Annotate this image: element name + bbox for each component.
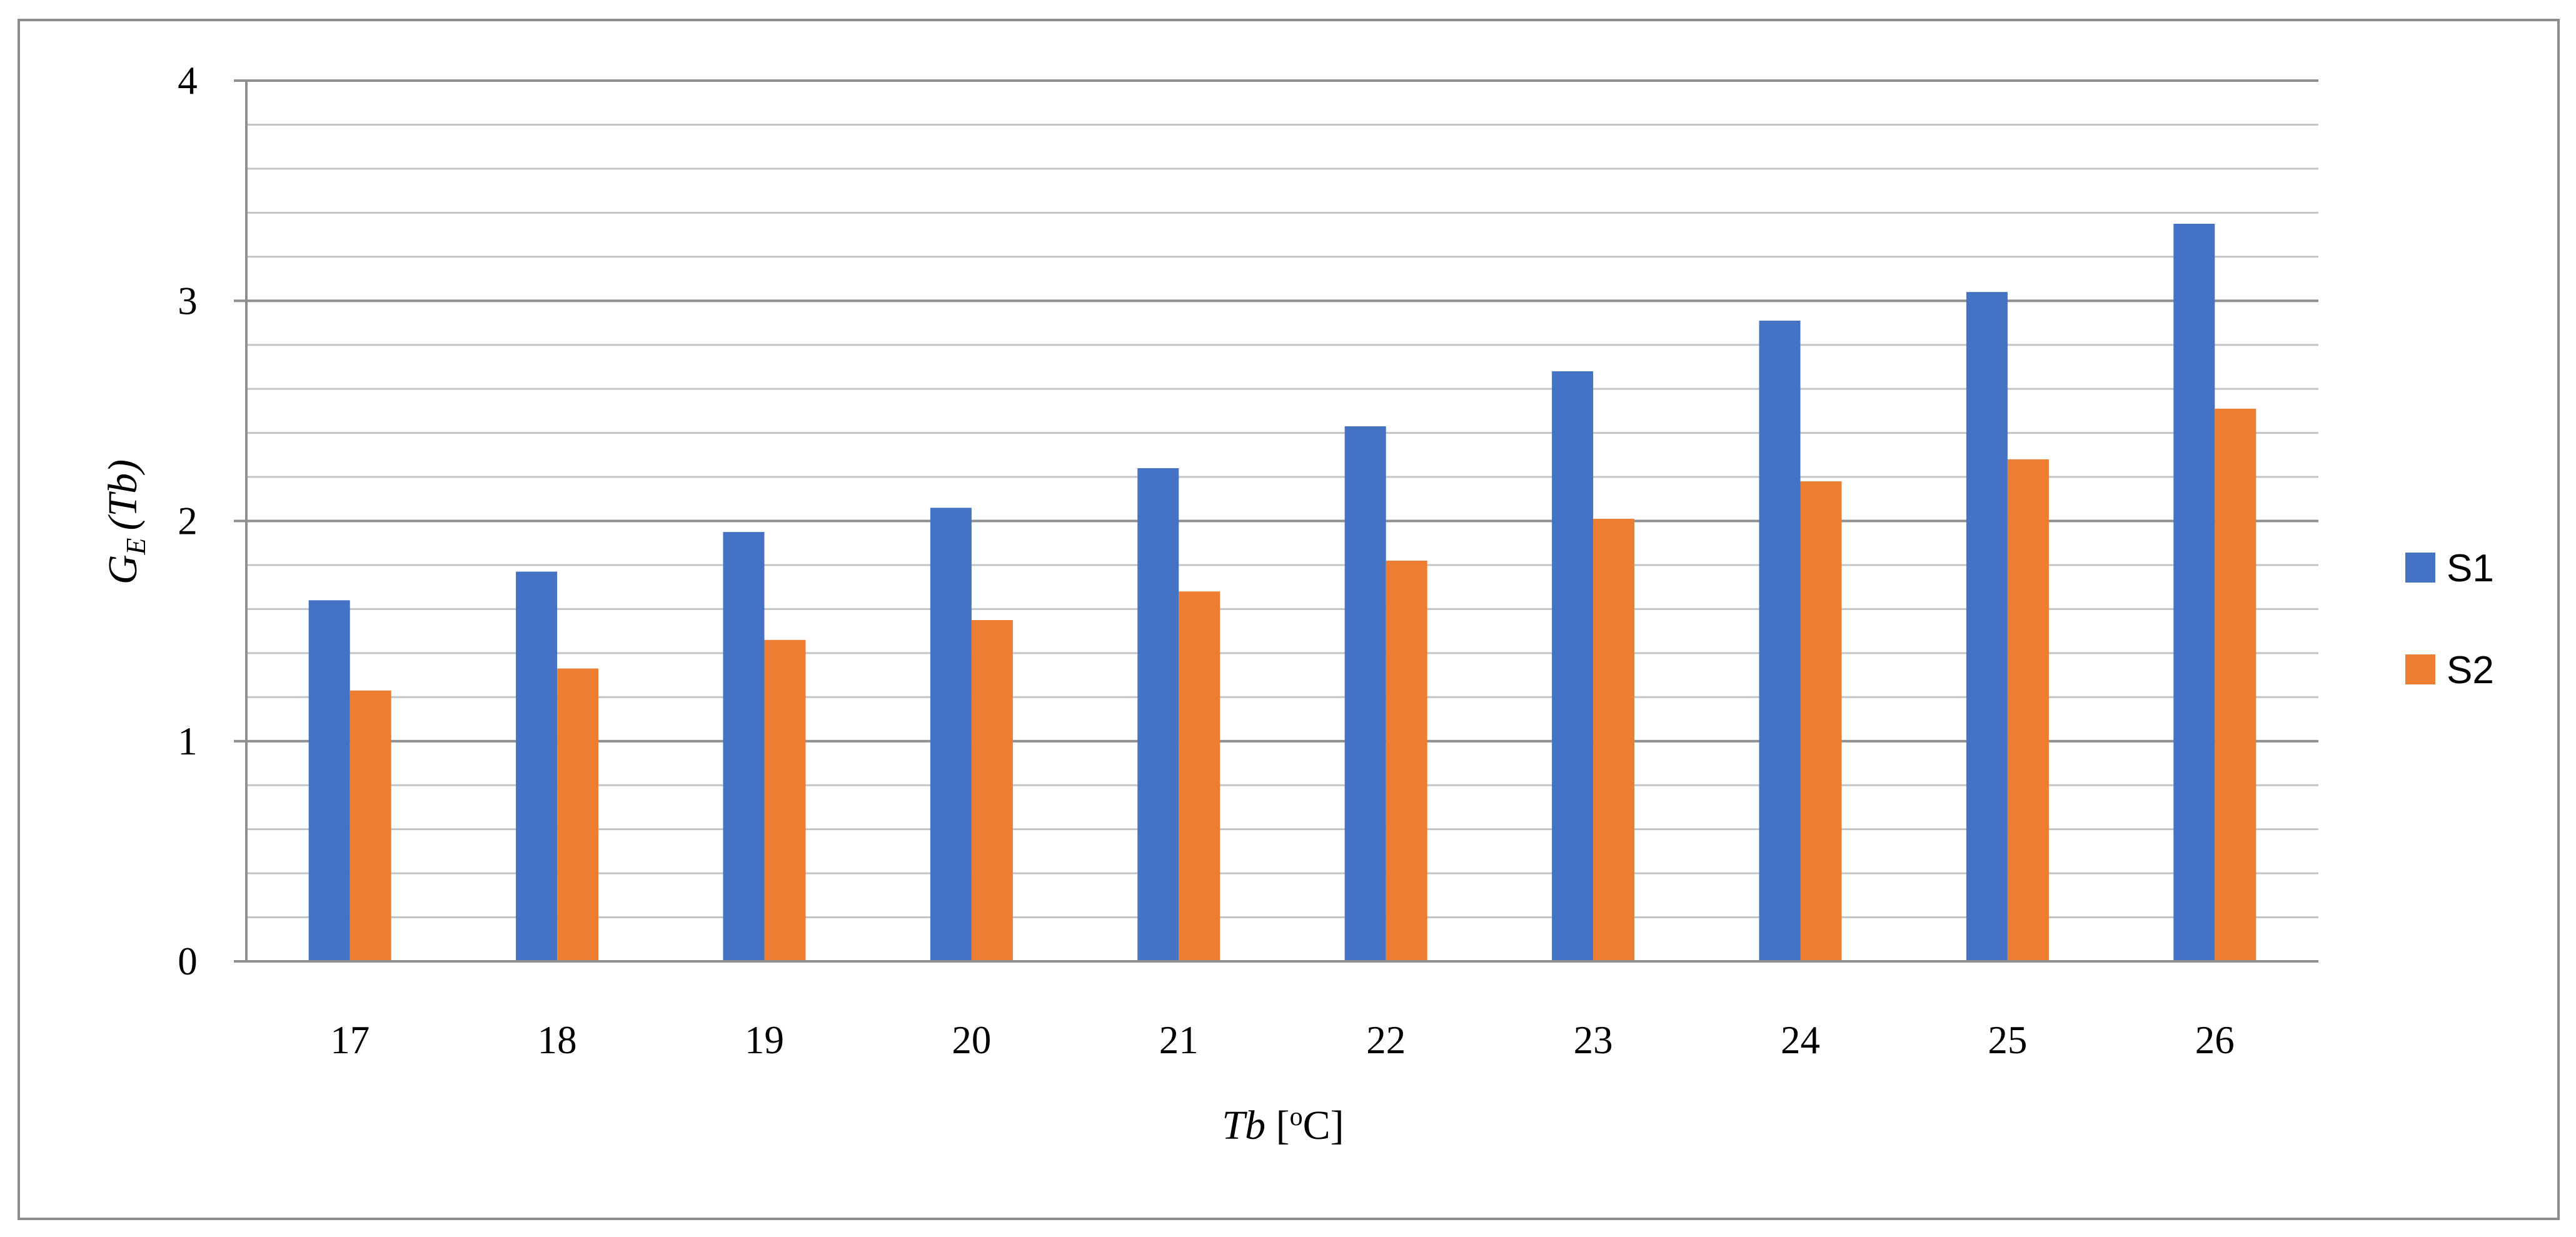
y-axis-title: GE (Tb) [100,459,151,584]
bar-s1-17 [308,600,350,961]
axes [234,79,2318,963]
x-tick-label: 20 [952,1018,991,1062]
bar-s1-25 [1966,292,2008,961]
bar-s2-24 [1800,481,1842,961]
y-tick-label: 0 [178,939,198,983]
x-tick-label: 19 [745,1018,784,1062]
y-axis-title-main: G [100,554,146,584]
x-tick-label: 24 [1781,1018,1820,1062]
bar-s1-24 [1759,320,1801,961]
legend: S1 S2 [2405,547,2494,692]
legend-swatch-s1 [2405,553,2435,583]
bar-s1-19 [723,532,765,961]
x-tick-label: 26 [2195,1018,2235,1062]
y-tick-label: 2 [178,499,198,543]
x-tick-label: 18 [538,1018,577,1062]
bars [308,223,2257,961]
legend-label-s2: S2 [2447,649,2494,692]
x-tick-labels: 17 18 19 20 21 22 23 24 25 26 [330,1018,2235,1062]
y-tick-label: 4 [178,59,198,103]
x-tick-label: 23 [1574,1018,1613,1062]
bar-s2-23 [1593,518,1635,961]
bar-s1-20 [930,508,972,961]
chart-frame [18,19,2560,1220]
bar-s1-21 [1137,468,1179,961]
x-axis-title-unit-sup: o [1290,1103,1303,1131]
bar-s2-25 [2007,459,2049,961]
x-tick-label: 17 [330,1018,370,1062]
x-tick-label: 25 [1988,1018,2027,1062]
bar-s1-22 [1344,426,1386,961]
x-axis-title: Tb [oC] [1222,1103,1344,1148]
bar-s2-18 [557,668,599,961]
x-axis-title-unit-close: C] [1303,1103,1344,1148]
bar-s2-21 [1179,591,1220,961]
x-tick-label: 21 [1159,1018,1199,1062]
legend-label-s1: S1 [2447,547,2494,590]
bar-s1-18 [516,571,558,961]
y-tick-label: 1 [178,719,198,763]
y-axis-title-sub: E [121,538,151,555]
bar-s2-22 [1386,560,1427,961]
bar-s2-26 [2215,408,2257,961]
legend-swatch-s2 [2405,654,2435,684]
x-tick-label: 22 [1366,1018,1406,1062]
y-tick-label: 3 [178,279,198,323]
x-axis-title-main: Tb [1222,1103,1265,1148]
y-tick-labels: 0 1 2 3 4 [178,59,198,983]
bar-s2-17 [350,690,391,961]
x-axis-title-unit-open: [ [1265,1103,1289,1148]
bar-s2-19 [764,639,806,961]
bar-s1-26 [2173,223,2215,961]
bar-s1-23 [1552,371,1594,961]
y-axis-title-arg: (Tb) [100,459,146,531]
bar-s2-20 [971,620,1013,961]
